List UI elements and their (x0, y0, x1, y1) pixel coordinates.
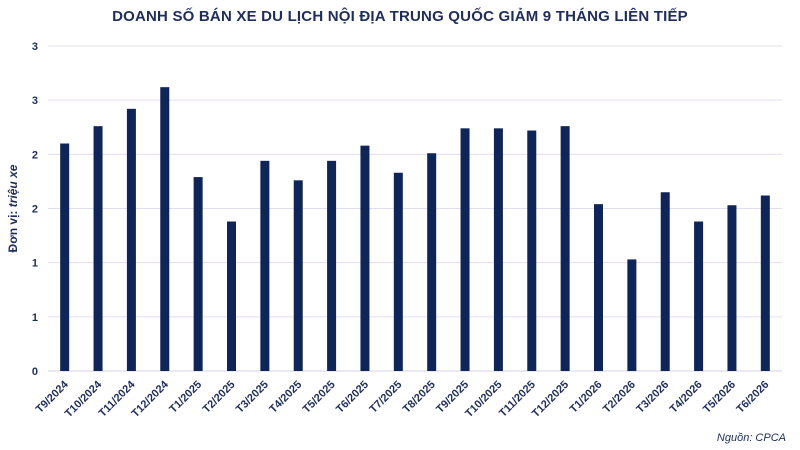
bar (493, 128, 503, 371)
y-tick-label: 1 (32, 258, 38, 270)
y-tick-label: 0 (32, 366, 38, 378)
y-axis-label: Đơn vị: triệu xe (6, 164, 20, 252)
bar (393, 172, 403, 371)
bar (760, 195, 770, 371)
x-tick-label: T4/2026 (668, 379, 705, 416)
bar (193, 177, 203, 371)
y-tick-label: 3 (32, 41, 38, 53)
bar (694, 221, 704, 371)
chart-title: DOANH SỐ BÁN XE DU LỊCH NỘI ĐỊA TRUNG QU… (112, 8, 688, 25)
bar (327, 160, 337, 371)
bar (227, 221, 236, 371)
x-tick-label: T4/2025 (267, 379, 304, 416)
bar (93, 126, 103, 372)
x-tick-label: T6/2025 (334, 379, 371, 416)
bar (560, 126, 570, 372)
x-tick-label: T6/2026 (734, 379, 771, 416)
bar (660, 192, 670, 371)
y-tick-label: 2 (32, 204, 38, 216)
x-tick-label: T8/2025 (401, 379, 438, 416)
x-tick-label: T12/2025 (530, 379, 571, 420)
x-tick-label: T5/2025 (301, 379, 338, 416)
bar (360, 145, 370, 371)
x-tick-label: T7/2025 (367, 379, 404, 416)
bar (260, 160, 270, 371)
bar (60, 143, 70, 371)
x-tick-label: T2/2025 (201, 379, 238, 416)
x-tick-label: T1/2026 (568, 379, 605, 416)
y-tick-label: 1 (32, 312, 38, 324)
bar (293, 180, 303, 371)
bar (527, 130, 537, 371)
x-tick-label: T1/2025 (167, 379, 204, 416)
x-tick-label: T5/2026 (701, 379, 738, 416)
bar (427, 153, 437, 371)
bar (727, 205, 737, 371)
x-tick-label: T12/2024 (130, 378, 172, 420)
bar (460, 128, 470, 371)
bar (594, 204, 603, 371)
bar (160, 87, 170, 372)
x-tick-label: T3/2026 (634, 379, 671, 416)
source-note: Nguồn: CPCA (716, 432, 786, 444)
x-tick-label: T3/2025 (234, 379, 271, 416)
y-tick-label: 2 (32, 149, 38, 161)
bar (627, 259, 637, 371)
x-tick-label: T2/2026 (601, 379, 638, 416)
y-tick-label: 3 (32, 95, 38, 107)
bar (126, 108, 136, 371)
